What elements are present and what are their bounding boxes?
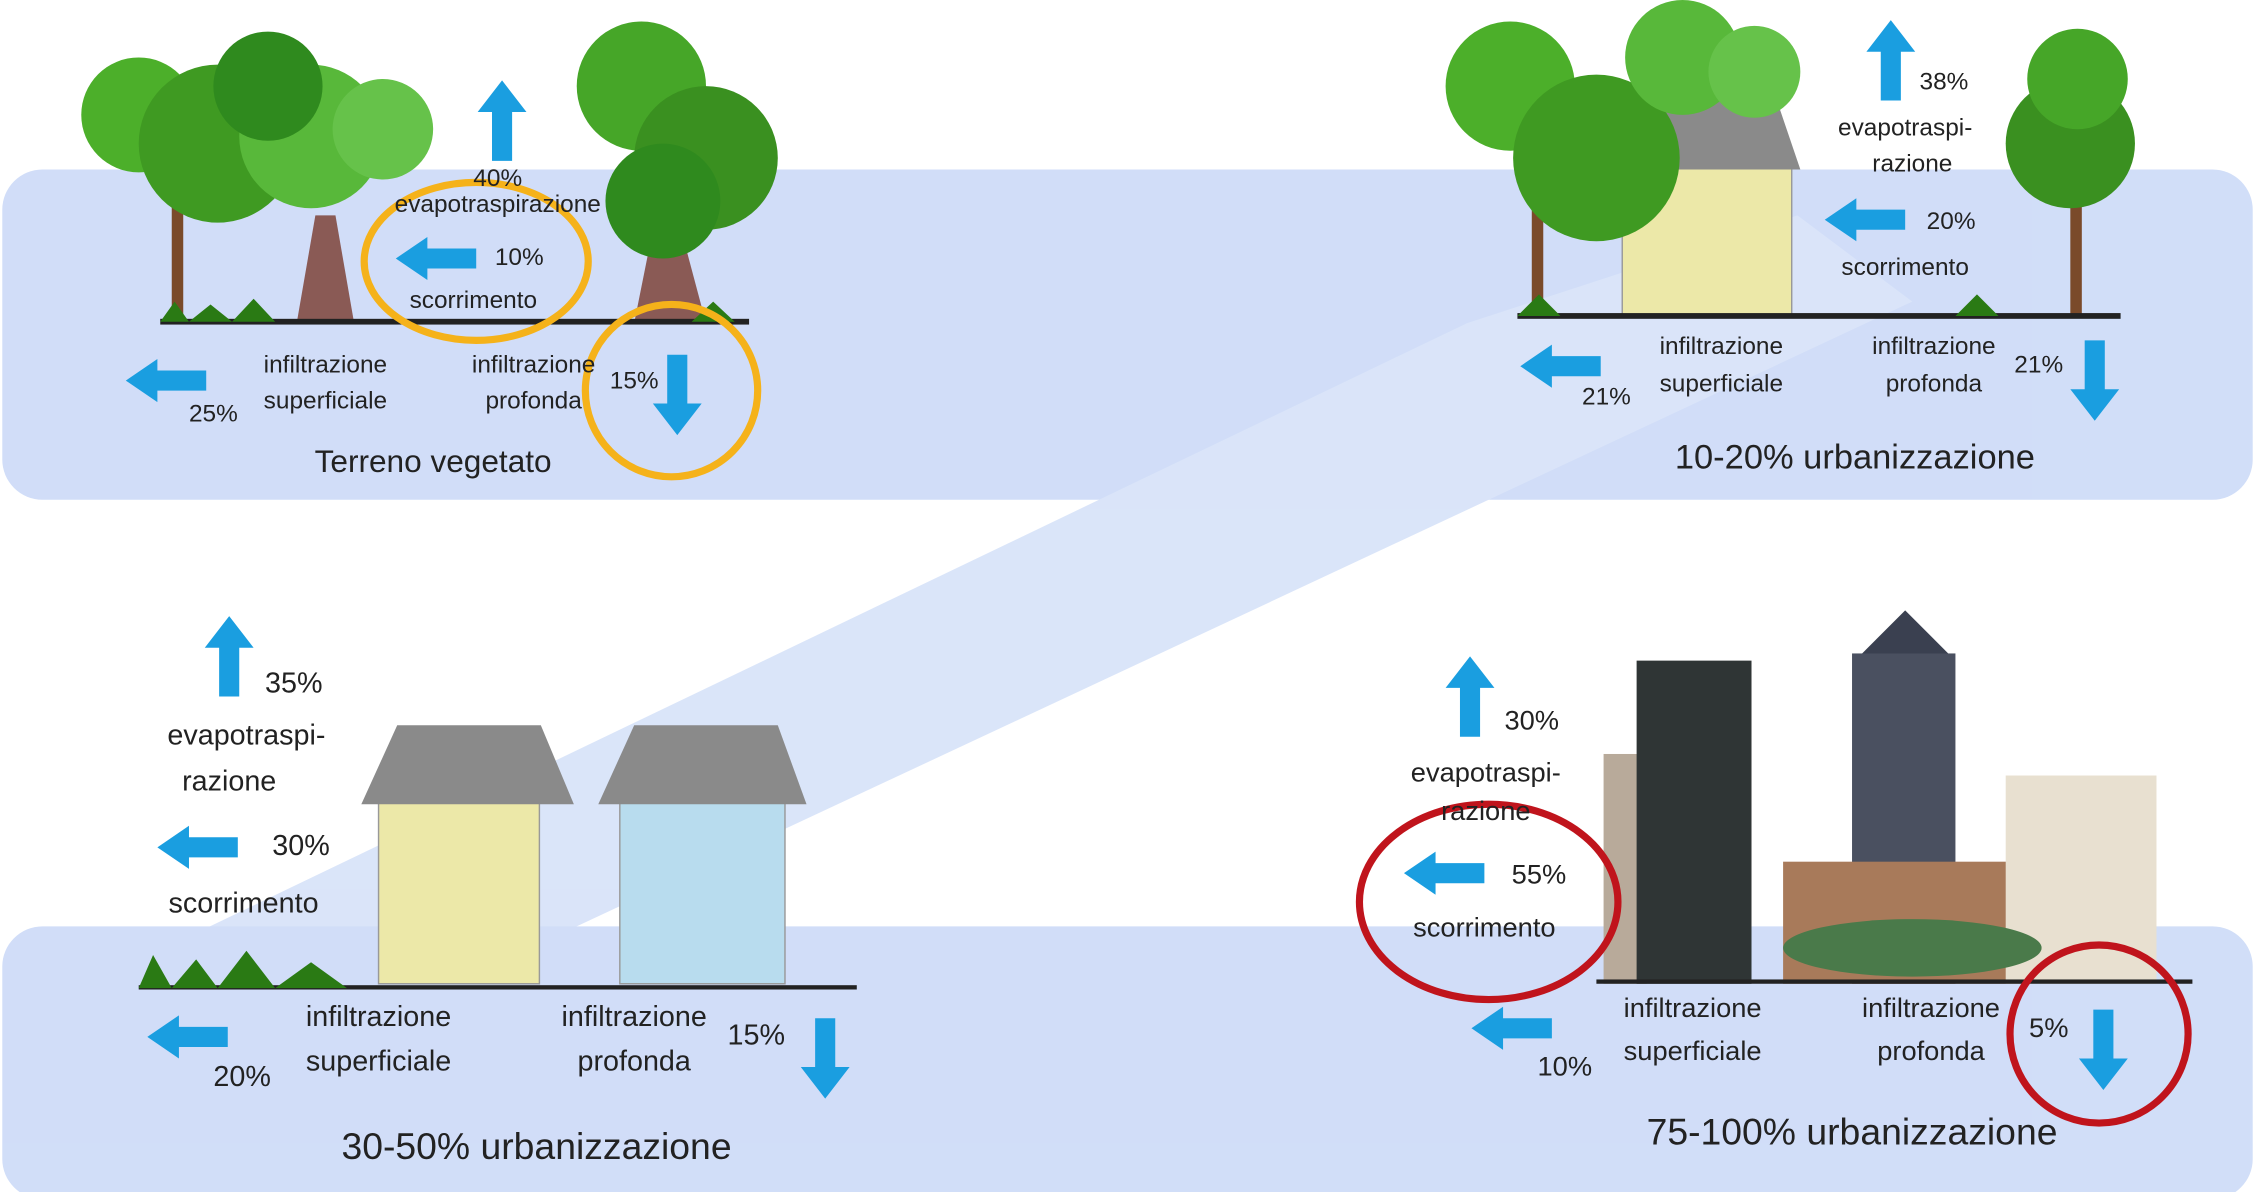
flow-label: infiltrazione <box>1660 333 1783 360</box>
flow-label: razione <box>1441 795 1530 826</box>
percentage: 10% <box>495 244 544 271</box>
percentage: 30% <box>1504 705 1559 736</box>
flow-label: evapotraspirazione <box>395 191 601 218</box>
percentage: 15% <box>728 1019 785 1051</box>
arrow-left <box>1403 851 1485 895</box>
panel-title: Terreno vegetato <box>315 443 552 479</box>
flow-label: superficiale <box>1624 1035 1762 1066</box>
flow-label: scorrimento <box>1413 911 1555 942</box>
percentage: 21% <box>1582 383 1631 410</box>
flow-label: profonda <box>1877 1035 1985 1066</box>
flow-label: scorrimento <box>169 887 319 919</box>
flow-label: profonda <box>1886 370 1983 397</box>
percentage: 25% <box>189 400 238 427</box>
percentage: 38% <box>1920 69 1969 96</box>
band-bottom <box>2 926 2253 1192</box>
highlight-ring <box>1355 800 1622 1004</box>
houses-3 <box>138 725 857 990</box>
arrow-up <box>204 616 254 697</box>
percentage: 30% <box>272 830 329 862</box>
flow-label: scorrimento <box>1841 254 1969 281</box>
percentage: 20% <box>1927 208 1976 235</box>
flow-label: infiltrazione <box>562 1001 707 1033</box>
arrow-left <box>157 825 238 869</box>
percentage: 21% <box>2014 352 2063 379</box>
percentage: 55% <box>1512 858 1567 889</box>
flow-label: infiltrazione <box>306 1001 451 1033</box>
panel-title: 30-50% urbanizzazione <box>341 1125 731 1167</box>
arrow-up <box>1445 656 1495 737</box>
flow-label: razione <box>1872 151 1952 178</box>
percentage: 5% <box>2029 1012 2068 1043</box>
flow-label: evapotraspi- <box>1411 756 1561 787</box>
percentage: 20% <box>213 1061 270 1093</box>
flow-label: superficiale <box>306 1045 451 1077</box>
buildings-4 <box>1596 610 2193 984</box>
flow-label: evapotraspi- <box>167 719 325 751</box>
flow-label: superficiale <box>1660 370 1783 397</box>
flow-label: infiltrazione <box>1624 992 1762 1023</box>
trees-1 <box>81 21 778 325</box>
arrow-up <box>477 80 527 161</box>
flow-label: profonda <box>485 388 582 415</box>
flow-label: infiltrazione <box>264 352 387 379</box>
flow-label: infiltrazione <box>1862 992 2000 1023</box>
percentage: 15% <box>610 367 659 394</box>
flow-label: scorrimento <box>410 287 537 314</box>
panel-title: 10-20% urbanizzazione <box>1675 439 2035 477</box>
percentage: 35% <box>265 668 322 700</box>
arrow-up <box>1866 20 1916 101</box>
flow-label: infiltrazione <box>1872 333 1995 360</box>
percentage: 40% <box>473 165 522 192</box>
flow-label: superficiale <box>264 388 387 415</box>
panel-title: 75-100% urbanizzazione <box>1647 1110 2058 1152</box>
percentage: 10% <box>1538 1051 1593 1082</box>
highlight-ring <box>581 300 762 481</box>
highlight-ring <box>2006 941 2192 1127</box>
flow-label: evapotraspi- <box>1838 115 1972 142</box>
flow-label: razione <box>182 765 276 797</box>
scenery-2 <box>1445 0 2135 319</box>
highlight-ring <box>360 178 592 344</box>
flow-label: infiltrazione <box>472 352 595 379</box>
flow-label: profonda <box>577 1045 690 1077</box>
